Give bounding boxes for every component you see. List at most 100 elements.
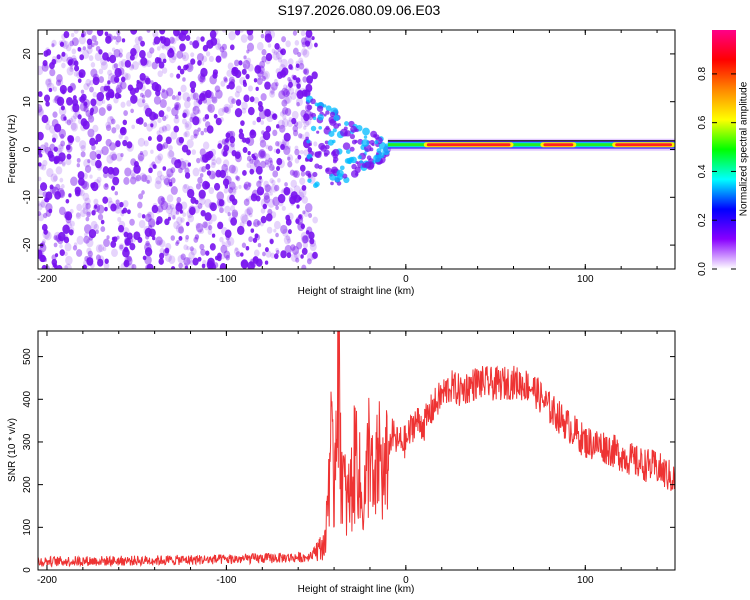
noise-dot — [253, 256, 258, 262]
noise-dot — [138, 35, 143, 42]
noise-dot — [246, 220, 252, 227]
noise-dot — [162, 125, 168, 133]
snr-ytick-label: 400 — [22, 391, 33, 408]
noise-dot — [102, 246, 107, 252]
noise-dot — [174, 30, 183, 36]
noise-dot — [311, 36, 315, 41]
noise-dot — [288, 87, 295, 95]
noise-dot — [66, 144, 73, 153]
noise-dot — [86, 247, 92, 255]
noise-dot — [262, 130, 271, 141]
noise-dot — [58, 106, 67, 116]
noise-dot — [45, 119, 50, 125]
noise-dot — [96, 91, 105, 102]
noise-dot — [52, 98, 57, 103]
noise-dot — [141, 174, 148, 183]
noise-dot — [258, 175, 262, 180]
noise-dot — [130, 64, 135, 69]
noise-dot — [228, 187, 234, 194]
noise-dot — [69, 66, 74, 73]
noise-dot — [241, 68, 247, 75]
noise-dot — [182, 159, 190, 169]
noise-dot — [261, 55, 267, 63]
noise-dot — [129, 242, 136, 251]
noise-dot — [257, 150, 265, 159]
noise-dot — [76, 235, 84, 245]
noise-dot — [112, 202, 120, 211]
noise-dot — [184, 100, 191, 109]
noise-dot — [159, 239, 166, 248]
noise-dot — [301, 247, 308, 255]
transition-blob — [343, 126, 348, 131]
noise-dot — [246, 162, 251, 169]
noise-dot — [291, 110, 299, 120]
noise-dot — [175, 103, 180, 109]
noise-dot — [108, 88, 113, 94]
noise-dot — [296, 121, 303, 129]
noise-dot — [197, 127, 201, 132]
noise-dot — [162, 142, 169, 149]
noise-dot — [290, 244, 296, 251]
noise-dot — [106, 154, 114, 164]
noise-dot — [93, 223, 100, 231]
noise-dot — [302, 49, 310, 58]
noise-dot — [78, 177, 85, 186]
noise-dot — [79, 140, 87, 150]
noise-dot — [211, 158, 217, 166]
noise-dot — [254, 64, 261, 72]
noise-dot — [89, 137, 96, 146]
noise-dot — [41, 164, 47, 171]
noise-dot — [186, 62, 193, 71]
noise-dot — [314, 42, 318, 48]
noise-dot — [301, 89, 308, 97]
noise-dot — [273, 220, 281, 230]
noise-dot — [164, 218, 170, 226]
noise-dot — [246, 136, 255, 147]
noise-dot — [170, 131, 178, 140]
noise-dot — [107, 80, 111, 85]
noise-dot — [194, 39, 201, 48]
transition-blob — [325, 110, 330, 115]
noise-dot — [76, 203, 83, 212]
noise-dot — [176, 239, 180, 245]
noise-dot — [159, 30, 166, 35]
noise-dot — [82, 172, 88, 180]
noise-dot — [144, 227, 152, 238]
noise-dot — [55, 183, 61, 191]
noise-dot — [130, 30, 138, 35]
noise-dot — [68, 97, 74, 104]
noise-dot — [202, 221, 208, 229]
noise-dot — [38, 146, 42, 155]
noise-dot — [146, 30, 151, 33]
noise-dot — [173, 116, 180, 124]
noise-dot — [225, 106, 231, 115]
noise-dot — [190, 247, 197, 256]
noise-dot — [111, 127, 117, 134]
transition-blob — [325, 125, 330, 130]
transition-blob — [330, 181, 334, 186]
noise-dot — [61, 160, 66, 166]
noise-dot — [173, 30, 180, 37]
noise-dot — [115, 199, 120, 205]
noise-dot — [252, 237, 258, 243]
noise-dot — [144, 255, 152, 265]
transition-blob — [359, 160, 363, 164]
noise-dot — [287, 212, 294, 221]
noise-dot — [258, 179, 262, 184]
noise-dot — [73, 60, 79, 67]
noise-dot — [113, 48, 121, 58]
noise-dot — [234, 69, 242, 79]
noise-dot — [182, 183, 190, 194]
noise-dot — [264, 81, 271, 90]
noise-dot — [228, 76, 235, 84]
noise-dot — [242, 81, 248, 87]
noise-dot — [189, 80, 197, 90]
noise-dot — [44, 231, 52, 241]
noise-dot — [158, 258, 164, 265]
noise-dot — [292, 129, 299, 137]
noise-dot — [269, 90, 276, 98]
noise-dot — [109, 151, 117, 161]
noise-dot — [243, 183, 249, 190]
noise-dot — [111, 236, 116, 242]
noise-dot — [89, 80, 94, 86]
